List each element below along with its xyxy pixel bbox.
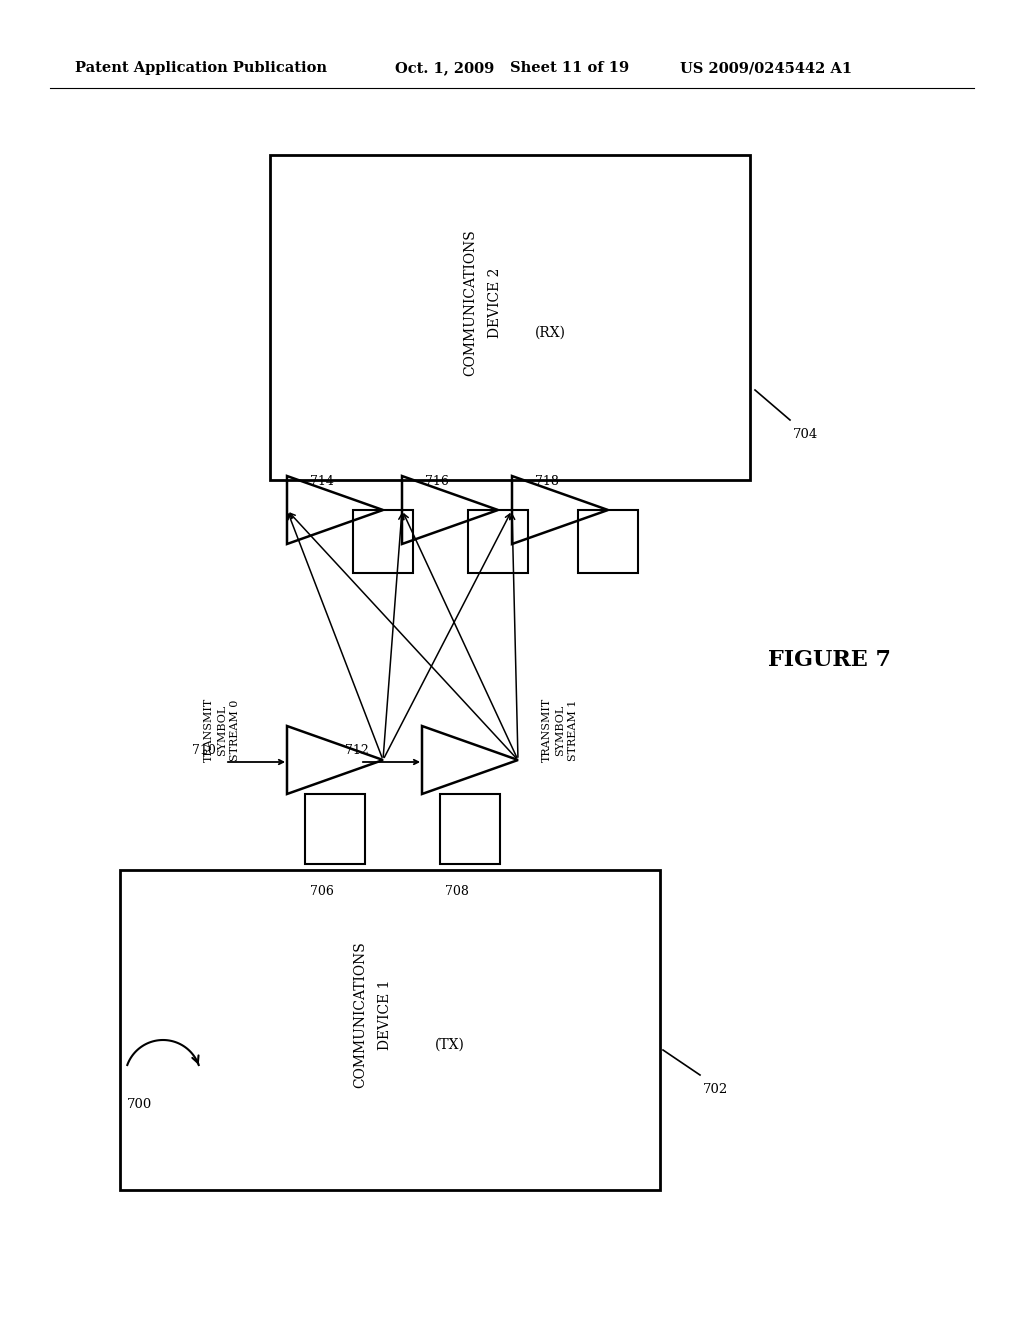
Text: COMMUNICATIONS: COMMUNICATIONS [353,941,367,1089]
Bar [353,510,413,573]
Bar [120,870,660,1191]
Text: Patent Application Publication: Patent Application Publication [75,61,327,75]
Text: 714: 714 [310,475,334,488]
Text: Oct. 1, 2009: Oct. 1, 2009 [395,61,495,75]
Text: (TX): (TX) [435,1038,465,1052]
Text: (RX): (RX) [535,326,565,339]
Bar [578,510,638,573]
Text: DEVICE 1: DEVICE 1 [378,979,392,1051]
Text: 708: 708 [445,884,469,898]
Text: TRANSMIT
SYMBOL
STREAM 0: TRANSMIT SYMBOL STREAM 0 [204,698,241,762]
Bar [270,154,750,480]
Text: 712: 712 [345,743,369,756]
Text: 710: 710 [193,743,216,756]
Text: FIGURE 7: FIGURE 7 [768,649,892,671]
Bar [468,510,528,573]
Bar [440,795,500,865]
Text: 702: 702 [703,1082,728,1096]
Bar [305,795,365,865]
Text: Sheet 11 of 19: Sheet 11 of 19 [510,61,629,75]
Text: COMMUNICATIONS: COMMUNICATIONS [463,230,477,376]
Text: 704: 704 [793,428,818,441]
Text: 718: 718 [535,475,559,488]
Text: DEVICE 2: DEVICE 2 [488,268,502,338]
Text: US 2009/0245442 A1: US 2009/0245442 A1 [680,61,852,75]
Text: 716: 716 [425,475,449,488]
Text: 700: 700 [127,1098,153,1111]
Text: 706: 706 [310,884,334,898]
Text: TRANSMIT
SYMBOL
STREAM 1: TRANSMIT SYMBOL STREAM 1 [542,698,579,762]
